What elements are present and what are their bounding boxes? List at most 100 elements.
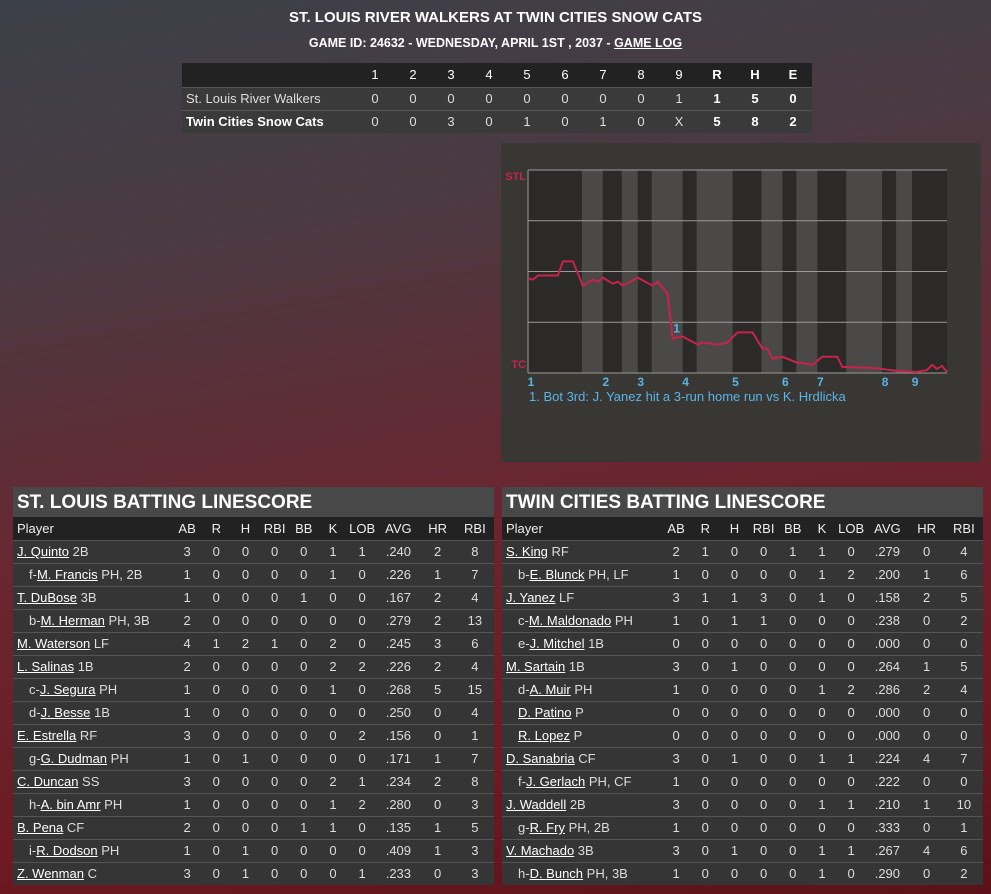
stat-cell: 1 (230, 838, 261, 862)
stat-cell: 0 (719, 562, 750, 586)
stat-cell: 1 (749, 608, 778, 632)
column-header: K (807, 517, 837, 540)
sub-marker: f- (29, 567, 37, 582)
player-link[interactable]: R. Fry (529, 820, 565, 835)
stat-cell: 0 (777, 677, 808, 701)
player-link[interactable]: M. Sartain (506, 659, 566, 674)
player-link[interactable]: J. Yanez (506, 590, 556, 605)
player-row: B. Pena CF 2 0 0 0 1 1 0.135 1 5 (13, 815, 494, 839)
stat-cell: 0 (318, 608, 348, 632)
column-header: AVG (377, 517, 420, 540)
stat-cell: 0 (719, 769, 750, 793)
linescore-row: St. Louis River Walkers 0 0 0 0 0 0 0 0 1 1 5 0 (182, 86, 812, 110)
stat-cell: 0 (749, 861, 778, 885)
stat-cell: 0 (908, 608, 945, 632)
stat-cell: 0 (202, 861, 231, 885)
player-row: h-A. bin Amr PH 1 0 0 0 0 1 2.280 0 3 (13, 792, 494, 816)
player-link[interactable]: C. Duncan (17, 774, 79, 789)
player-link[interactable]: A. bin Amr (40, 797, 101, 812)
team-name: Twin Cities Snow Cats (182, 109, 356, 133)
stat-cell: 0 (691, 769, 720, 793)
player-link[interactable]: L. Salinas (17, 659, 75, 674)
player-link[interactable]: J. Besse (40, 705, 91, 720)
stat-cell: 2 (660, 539, 692, 563)
stat-cell: 0 (807, 723, 837, 747)
player-link[interactable]: M. Maldonado (528, 613, 612, 628)
stat-cell: 1 (419, 815, 456, 839)
player-cell: J. Yanez LF (502, 585, 661, 609)
player-link[interactable]: A. Muir (529, 682, 571, 697)
stat-cell: 7 (944, 746, 983, 770)
player-cell: M. Sartain 1B (502, 654, 661, 678)
player-link[interactable]: J. Waddell (506, 797, 567, 812)
inning-score: 1 (508, 109, 546, 133)
player-row: i-R. Dodson PH 1 0 1 0 0 0 0.409 1 3 (13, 838, 494, 862)
player-cell: f-J. Gerlach PH, CF (502, 769, 661, 793)
player-link[interactable]: J. Mitchel (529, 636, 585, 651)
stat-cell: 0 (260, 815, 289, 839)
player-link[interactable]: J. Gerlach (525, 774, 586, 789)
stat-cell: 0 (691, 723, 720, 747)
stat-cell: 1 (318, 562, 348, 586)
stat-cell: 0 (419, 700, 456, 724)
stat-cell: .167 (377, 585, 420, 609)
stat-cell: 1 (419, 562, 456, 586)
player-link[interactable]: R. Lopez (518, 728, 571, 743)
stat-cell: 0 (230, 815, 261, 839)
player-link[interactable]: Z. Wenman (17, 866, 84, 882)
player-link[interactable]: G. Dudman (40, 751, 108, 766)
player-link[interactable]: R. Dodson (36, 843, 98, 858)
stat-cell: .279 (866, 539, 909, 563)
player-row: b-E. Blunck PH, LF 1 0 0 0 0 1 2.200 1 6 (502, 562, 983, 586)
stat-cell: 0 (719, 792, 750, 816)
total-e: 0 (774, 86, 812, 110)
player-position: PH, CF (585, 774, 632, 789)
stat-cell: 8 (455, 769, 494, 793)
stat-cell: 1 (944, 815, 983, 839)
player-link[interactable]: M. Herman (40, 613, 105, 628)
player-link[interactable]: J. Quinto (17, 544, 70, 559)
player-link[interactable]: D. Bunch (529, 866, 584, 882)
stat-cell: 1 (777, 539, 808, 563)
stat-cell: 4 (455, 654, 494, 678)
stat-cell: 0 (777, 608, 808, 632)
player-cell: J. Waddell 2B (502, 792, 661, 816)
stat-cell: 4 (455, 585, 494, 609)
player-link[interactable]: M. Waterson (17, 636, 91, 651)
player-link[interactable]: D. Sanabria (506, 751, 575, 766)
player-link[interactable]: M. Francis (36, 567, 98, 582)
stat-cell: 2 (419, 654, 456, 678)
stat-cell: 0 (719, 539, 750, 563)
linescore-header: 8 (622, 63, 660, 87)
player-position: PH (100, 797, 123, 812)
player-link[interactable]: S. King (506, 544, 548, 559)
linescore-header (182, 63, 356, 87)
player-row: S. King RF 2 1 0 0 1 1 0.279 0 4 (502, 539, 983, 563)
player-row: f-M. Francis PH, 2B 1 0 0 0 0 1 0.226 1 7 (13, 562, 494, 586)
stat-cell: 0 (908, 769, 945, 793)
player-link[interactable]: D. Patino (518, 705, 572, 720)
win-probability-line (527, 260, 948, 373)
player-link[interactable]: T. DuBose (17, 590, 77, 605)
player-link[interactable]: J. Segura (39, 682, 96, 697)
player-link[interactable]: V. Machado (506, 843, 575, 858)
game-log-link[interactable]: GAME LOG (614, 36, 683, 50)
player-link[interactable]: E. Blunck (529, 567, 585, 582)
inning-score: 1 (584, 109, 622, 133)
player-row: M. Waterson LF 4 1 2 1 0 2 0.245 3 6 (13, 631, 494, 655)
player-row: D. Patino P 0 0 0 0 0 0 0.000 0 0 (502, 700, 983, 724)
player-link[interactable]: B. Pena (17, 820, 64, 835)
stat-cell: 0 (944, 769, 983, 793)
column-header: AB (171, 517, 203, 540)
stat-cell: 0 (230, 654, 261, 678)
stat-cell: 0 (749, 792, 778, 816)
player-link[interactable]: E. Estrella (17, 728, 77, 743)
stat-cell: 0 (260, 585, 289, 609)
linescore-header: E (774, 63, 812, 87)
stat-cell: 0 (719, 631, 750, 655)
stat-cell: 0 (347, 562, 378, 586)
stat-cell: .234 (377, 769, 420, 793)
inning-label: 5 (732, 375, 739, 389)
stat-cell: 0 (230, 608, 261, 632)
